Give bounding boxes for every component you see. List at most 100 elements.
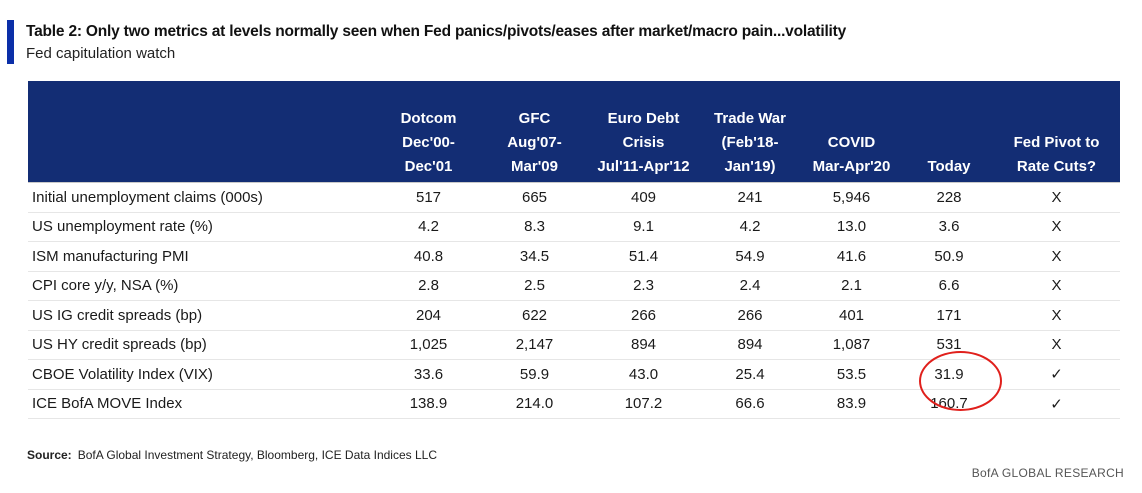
metric-label: US IG credit spreads (bp) [28, 300, 373, 331]
table-row: US HY credit spreads (bp) 1,025 2,147 894 89… [28, 330, 1120, 360]
metric-label: ICE BofA MOVE Index [28, 389, 373, 419]
table-row: US unemployment rate (%) 4.2 8.3 9.1 4.2 13.0… [28, 212, 1120, 242]
value-cell: 8.3 [484, 212, 585, 242]
header-cell-metric [28, 81, 373, 183]
header-line: Fed Pivot to [1013, 134, 1100, 151]
header-line: Jul'11-Apr'12 [597, 158, 690, 175]
value-cell: 517 [373, 182, 484, 213]
value-cell: 241 [702, 182, 798, 213]
table-row: CPI core y/y, NSA (%) 2.8 2.5 2.3 2.4 2.1 6.6 X [28, 271, 1120, 301]
header-line: Crisis [622, 134, 665, 151]
header-row: Dotcom Dec'00- Dec'01 GFC Aug'07- Mar'09 Euro … [28, 81, 1120, 183]
value-cell: 9.1 [585, 212, 702, 242]
metric-label: Initial unemployment claims (000s) [28, 182, 373, 213]
value-cell: 33.6 [373, 359, 484, 390]
fed-pivot-cell: ✓ [993, 359, 1120, 390]
fed-pivot-cell: X [993, 271, 1120, 301]
value-cell: 665 [484, 182, 585, 213]
value-cell: 622 [484, 300, 585, 331]
today-value-cell: 31.9 [905, 359, 993, 390]
header-line: Today [927, 158, 971, 175]
source-label: Source: [27, 448, 72, 462]
value-cell: 43.0 [585, 359, 702, 390]
fed-pivot-cell: X [993, 212, 1120, 242]
table-body: Initial unemployment claims (000s) 517 665… [28, 182, 1120, 419]
value-cell: 409 [585, 182, 702, 213]
value-cell: 266 [702, 300, 798, 331]
header-line: Dotcom [400, 110, 457, 127]
value-cell: 138.9 [373, 389, 484, 419]
header-line: Euro Debt [607, 110, 680, 127]
value-cell: 894 [702, 330, 798, 360]
value-cell: 59.9 [484, 359, 585, 390]
metric-label: CPI core y/y, NSA (%) [28, 271, 373, 301]
value-cell: 41.6 [798, 241, 905, 272]
value-cell: 13.0 [798, 212, 905, 242]
fed-pivot-cell: X [993, 241, 1120, 272]
value-cell: 2.8 [373, 271, 484, 301]
value-cell: 40.8 [373, 241, 484, 272]
header-cell: Today [905, 81, 993, 183]
header-line: GFC [518, 110, 551, 127]
table-row: US IG credit spreads (bp) 204 622 266 266 401… [28, 300, 1120, 331]
value-cell: 266 [585, 300, 702, 331]
fed-pivot-cell: X [993, 330, 1120, 360]
source-note: Source: BofA Global Investment Strategy, … [27, 448, 437, 462]
table-row: CBOE Volatility Index (VIX) 33.6 59.9 43.0 2… [28, 359, 1120, 390]
value-cell: 2.3 [585, 271, 702, 301]
header-cell: Euro Debt Crisis Jul'11-Apr'12 [585, 81, 702, 183]
header-line: Rate Cuts? [1016, 158, 1097, 175]
header-line: Jan'19) [724, 158, 776, 175]
header-line: Aug'07- [507, 134, 562, 151]
metric-label: ISM manufacturing PMI [28, 241, 373, 272]
metric-label: CBOE Volatility Index (VIX) [28, 359, 373, 390]
header-line: Mar-Apr'20 [812, 158, 891, 175]
header-line: Trade War [714, 110, 786, 127]
value-cell: 1,087 [798, 330, 905, 360]
header-line: Dec'00- [402, 134, 455, 151]
metric-label: US unemployment rate (%) [28, 212, 373, 242]
value-cell: 2.1 [798, 271, 905, 301]
value-cell: 894 [585, 330, 702, 360]
value-cell: 1,025 [373, 330, 484, 360]
fed-capitulation-table: Dotcom Dec'00- Dec'01 GFC Aug'07- Mar'09 Euro … [28, 81, 1120, 419]
value-cell: 2,147 [484, 330, 585, 360]
table-title: Table 2: Only two metrics at levels norm… [26, 23, 847, 40]
header-line: Mar'09 [511, 158, 558, 175]
value-cell: 5,946 [798, 182, 905, 213]
value-cell: 401 [798, 300, 905, 331]
value-cell: 66.6 [702, 389, 798, 419]
value-cell: 4.2 [702, 212, 798, 242]
today-value-cell: 531 [905, 330, 993, 360]
today-value-cell: 50.9 [905, 241, 993, 272]
brand-footer: BofA GLOBAL RESEARCH [971, 466, 1124, 480]
value-cell: 107.2 [585, 389, 702, 419]
header-cell: Trade War (Feb'18- Jan'19) [702, 81, 798, 183]
value-cell: 53.5 [798, 359, 905, 390]
fed-pivot-cell: X [993, 300, 1120, 331]
header-cell: Fed Pivot to Rate Cuts? [993, 81, 1120, 183]
value-cell: 214.0 [484, 389, 585, 419]
today-value-cell: 228 [905, 182, 993, 213]
header-cell: GFC Aug'07- Mar'09 [484, 81, 585, 183]
today-value-cell: 160.7 [905, 389, 993, 419]
fed-pivot-cell: ✓ [993, 389, 1120, 419]
value-cell: 25.4 [702, 359, 798, 390]
table-row: ISM manufacturing PMI 40.8 34.5 51.4 54.9 41.… [28, 241, 1120, 272]
header-cell: COVID Mar-Apr'20 [798, 81, 905, 183]
value-cell: 54.9 [702, 241, 798, 272]
header-line: Dec'01 [404, 158, 453, 175]
value-cell: 83.9 [798, 389, 905, 419]
today-value-cell: 6.6 [905, 271, 993, 301]
fed-pivot-cell: X [993, 182, 1120, 213]
header-line: COVID [827, 134, 876, 151]
metric-label: US HY credit spreads (bp) [28, 330, 373, 360]
table-subtitle: Fed capitulation watch [26, 45, 176, 62]
table-row: ICE BofA MOVE Index 138.9 214.0 107.2 66.6 83… [28, 389, 1120, 419]
table-row: Initial unemployment claims (000s) 517 665… [28, 182, 1120, 213]
accent-bar [7, 20, 14, 64]
value-cell: 2.4 [702, 271, 798, 301]
today-value-cell: 3.6 [905, 212, 993, 242]
value-cell: 4.2 [373, 212, 484, 242]
table-container: Dotcom Dec'00- Dec'01 GFC Aug'07- Mar'09 Euro … [28, 81, 1120, 419]
